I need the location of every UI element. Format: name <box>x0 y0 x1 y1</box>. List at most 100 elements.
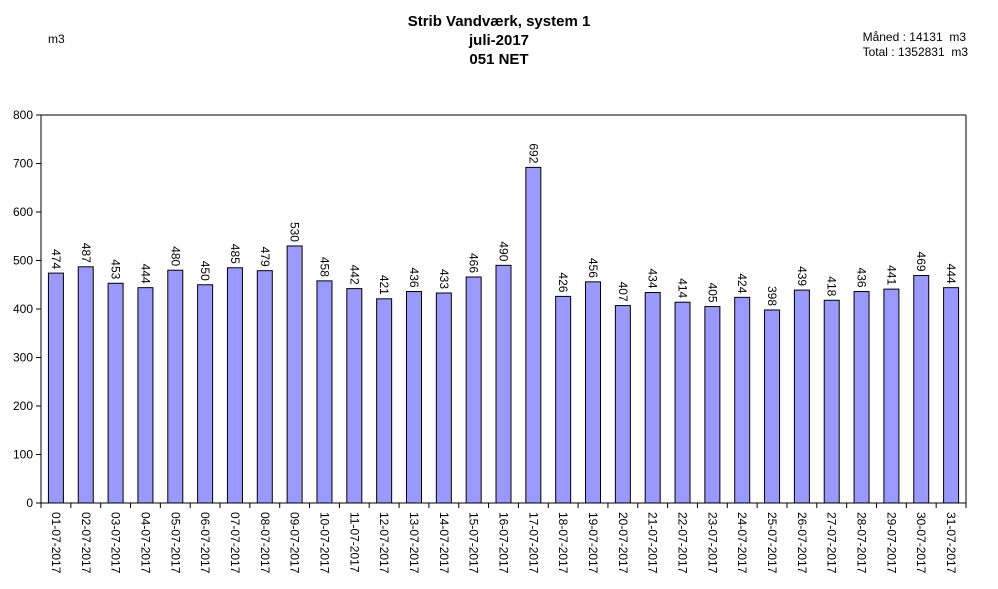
x-tick-label: 24-07-2017 <box>735 512 749 574</box>
bar <box>197 284 214 504</box>
x-tick-label: 12-07-2017 <box>377 512 391 574</box>
bar <box>555 295 572 504</box>
grand-total-label: Total : <box>862 45 895 59</box>
x-tick-label: 17-07-2017 <box>526 512 540 574</box>
bar <box>734 296 751 504</box>
bar <box>913 275 930 504</box>
data-label: 434 <box>646 269 660 289</box>
data-label: 456 <box>586 258 600 278</box>
x-tick-label: 05-07-2017 <box>168 512 182 574</box>
data-label: 414 <box>676 278 690 298</box>
grand-total-unit: m3 <box>951 45 968 59</box>
y-tick-label: 500 <box>13 254 33 268</box>
month-total-value: 14131 <box>909 30 943 44</box>
x-tick-label: 01-07-2017 <box>49 512 63 574</box>
data-label: 439 <box>795 266 809 286</box>
bar <box>77 266 94 504</box>
x-tick-label: 31-07-2017 <box>944 512 958 574</box>
y-tick-label: 0 <box>26 496 33 510</box>
x-tick-label: 15-07-2017 <box>467 512 481 574</box>
bar <box>47 272 64 504</box>
grand-total-row: Total : 1352831 m3 <box>863 45 968 60</box>
x-tick-label: 20-07-2017 <box>616 512 630 574</box>
x-tick-label: 19-07-2017 <box>586 512 600 574</box>
bar <box>585 281 602 504</box>
data-label: 444 <box>138 264 152 284</box>
y-tick-label: 100 <box>13 448 33 462</box>
bar <box>435 292 452 504</box>
y-tick-label: 800 <box>13 108 33 122</box>
y-tick-label: 200 <box>13 399 33 413</box>
data-label: 436 <box>407 268 421 288</box>
bar <box>316 280 333 504</box>
x-tick-label: 26-07-2017 <box>795 512 809 574</box>
bar <box>226 267 243 504</box>
bar <box>853 291 870 504</box>
data-label: 469 <box>914 252 928 272</box>
data-label: 487 <box>79 243 93 263</box>
bar <box>167 269 184 504</box>
data-label: 418 <box>825 276 839 296</box>
y-axis-unit: m3 <box>48 32 65 46</box>
bar <box>823 299 840 504</box>
x-tick-label: 22-07-2017 <box>676 512 690 574</box>
data-label: 485 <box>228 244 242 264</box>
data-label: 530 <box>288 222 302 242</box>
data-label: 450 <box>198 261 212 281</box>
bar <box>943 287 960 504</box>
data-label: 692 <box>526 143 540 163</box>
x-tick-label: 08-07-2017 <box>258 512 272 574</box>
bar <box>764 309 781 504</box>
data-label: 441 <box>884 265 898 285</box>
data-label: 466 <box>467 253 481 273</box>
bar <box>346 288 363 504</box>
data-label: 424 <box>735 273 749 293</box>
bar <box>525 166 542 504</box>
bar <box>256 270 273 504</box>
x-tick-label: 11-07-2017 <box>347 512 361 573</box>
chart-title-line1: Strib Vandværk, system 1 <box>407 13 591 30</box>
data-label: 490 <box>497 241 511 261</box>
y-tick-label: 600 <box>13 205 33 219</box>
month-total-row: Måned : 14131 m3 <box>863 30 968 45</box>
data-label: 433 <box>437 269 451 289</box>
x-tick-label: 27-07-2017 <box>825 512 839 574</box>
data-label: 453 <box>109 259 123 279</box>
data-label: 458 <box>317 257 331 277</box>
x-tick-label: 28-07-2017 <box>855 512 869 574</box>
grand-total-value: 1352831 <box>897 45 945 59</box>
x-tick-label: 06-07-2017 <box>198 512 212 574</box>
data-label: 398 <box>765 286 779 306</box>
totals-box: Måned : 14131 m3 Total : 1352831 m3 <box>863 30 968 60</box>
y-tick-label: 700 <box>13 157 33 171</box>
bar <box>107 282 124 504</box>
x-tick-label: 07-07-2017 <box>228 512 242 574</box>
data-label: 479 <box>258 247 272 267</box>
x-tick-label: 14-07-2017 <box>437 512 451 574</box>
x-tick-label: 23-07-2017 <box>705 512 719 574</box>
x-tick-label: 18-07-2017 <box>556 512 570 574</box>
bar <box>704 306 721 504</box>
data-label: 426 <box>556 272 570 292</box>
chart-title: Strib Vandværk, system 1 juli-2017 051 N… <box>0 12 998 69</box>
bar <box>405 291 422 504</box>
x-tick-label: 10-07-2017 <box>317 512 331 574</box>
x-tick-label: 29-07-2017 <box>884 512 898 574</box>
y-tick-label: 400 <box>13 302 33 316</box>
bar <box>376 298 393 504</box>
x-tick-label: 30-07-2017 <box>914 512 928 574</box>
x-tick-label: 25-07-2017 <box>765 512 779 574</box>
y-tick-label: 300 <box>13 351 33 365</box>
chart-title-line2: juli-2017 <box>468 32 530 49</box>
bar <box>644 292 661 504</box>
x-tick-label: 16-07-2017 <box>497 512 511 574</box>
bar <box>674 301 691 504</box>
data-label: 480 <box>168 246 182 266</box>
bar <box>614 305 631 504</box>
month-total-label: Måned : <box>862 30 906 44</box>
x-tick-label: 03-07-2017 <box>109 512 123 574</box>
chart-title-line3: 051 NET <box>469 51 529 68</box>
x-tick-label: 02-07-2017 <box>79 512 93 574</box>
data-label: 444 <box>944 264 958 284</box>
x-tick-label: 21-07-2017 <box>646 512 660 574</box>
